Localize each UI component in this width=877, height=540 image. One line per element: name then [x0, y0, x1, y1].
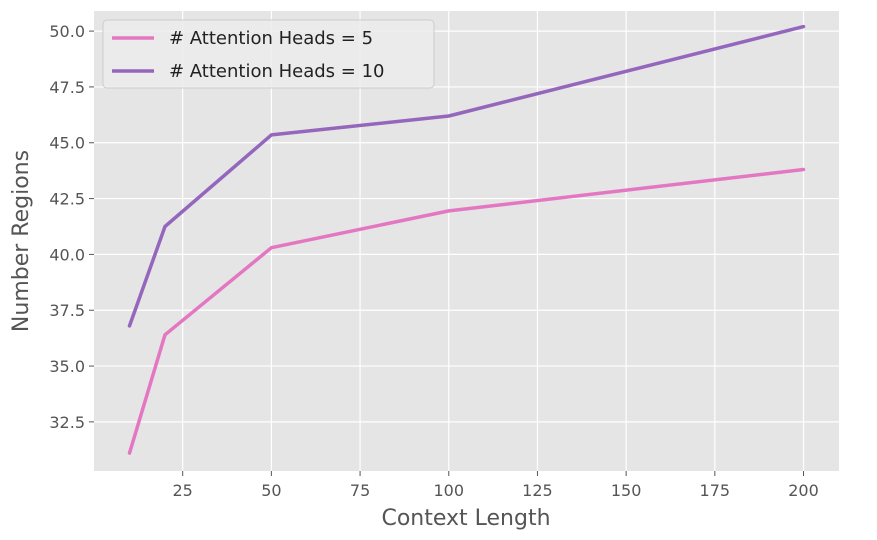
series-line-1 — [127, 167, 806, 455]
y-tick-label: 37.5 — [49, 301, 85, 320]
y-tick-label: 45.0 — [49, 134, 85, 153]
legend: # Attention Heads = 5 # Attention Heads =… — [102, 19, 435, 89]
x-tick-label: 25 — [173, 481, 193, 500]
x-tick-label: 50 — [261, 481, 281, 500]
y-tick-label: 47.5 — [49, 78, 85, 97]
x-tick-label: 125 — [522, 481, 553, 500]
y-tick-label: 35.0 — [49, 357, 85, 376]
x-tick-label: 75 — [350, 481, 370, 500]
x-tick-label: 150 — [611, 481, 642, 500]
y-tick-label: 40.0 — [49, 245, 85, 264]
legend-label-1: # Attention Heads = 5 — [169, 28, 373, 49]
y-tick-label: 42.5 — [49, 190, 85, 209]
legend-box — [102, 19, 435, 89]
x-tick-label: 175 — [700, 481, 731, 500]
axis-ticks: 25 50 75 100 125 150 175 200 32.5 35.0 37.5 40.0 42.… — [49, 22, 818, 500]
y-tick-label: 50.0 — [49, 22, 85, 41]
series-line-2 — [127, 24, 806, 328]
x-tick-label: 200 — [788, 481, 819, 500]
y-tick-label: 32.5 — [49, 413, 85, 432]
series-lines — [127, 24, 806, 455]
x-tick-label: 100 — [433, 481, 464, 500]
x-axis-label: Context Length — [381, 506, 550, 531]
y-axis-label: Number Regions — [9, 150, 34, 332]
legend-label-2: # Attention Heads = 10 — [169, 61, 384, 82]
